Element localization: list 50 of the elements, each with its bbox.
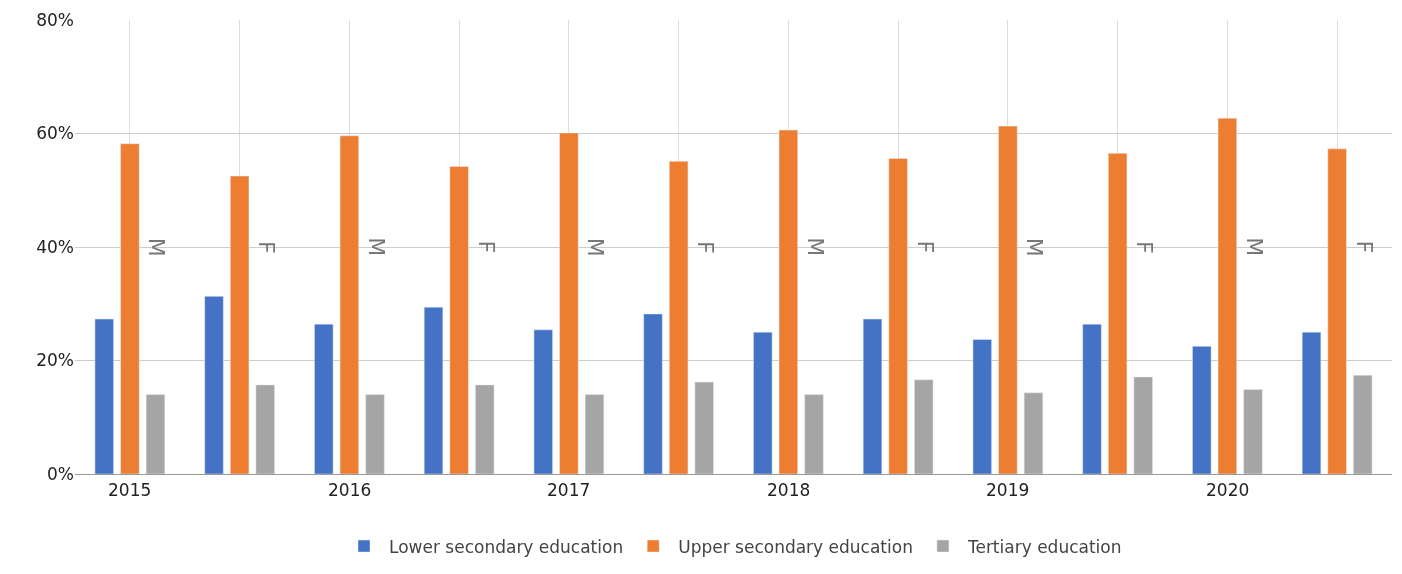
bar <box>1327 148 1347 474</box>
bar <box>862 318 883 474</box>
text: 2017 <box>547 480 591 500</box>
x-tick-label: M <box>1241 237 1267 257</box>
bar <box>423 306 444 474</box>
bar <box>120 143 140 474</box>
x-tick-label: M <box>802 237 828 257</box>
y-tick-label: 60% <box>36 123 74 144</box>
x-tick-label: M <box>144 237 170 257</box>
x-tick-label: F <box>254 240 280 254</box>
bar <box>753 331 773 474</box>
bar <box>1217 117 1237 474</box>
x-tick-label: F <box>1132 240 1158 254</box>
bar <box>204 296 224 474</box>
legend-label: Upper secondary education <box>678 536 913 557</box>
bar <box>888 158 908 474</box>
bar <box>533 329 553 474</box>
bar <box>230 175 250 474</box>
bar <box>643 313 663 474</box>
y-tick-label: 40% <box>36 236 74 257</box>
y-tick-label: 0% <box>47 463 74 484</box>
text: 2015 <box>108 480 152 500</box>
text: 2016 <box>328 480 372 500</box>
bar <box>1108 153 1128 474</box>
bar <box>669 161 689 474</box>
x-tick-label: F <box>473 240 499 254</box>
bar <box>559 132 579 474</box>
bar <box>998 125 1018 474</box>
bar <box>1082 323 1102 474</box>
legend-label: Lower secondary education <box>389 536 624 557</box>
x-tick-label: F <box>693 240 719 254</box>
bar <box>94 318 114 474</box>
bar <box>339 135 359 474</box>
x-tick-label: M <box>583 237 609 257</box>
bar <box>778 129 798 474</box>
x-tick-label: M <box>363 237 389 257</box>
bar <box>1301 331 1322 474</box>
x-tick-label: M <box>1022 237 1048 257</box>
bar <box>1192 346 1212 474</box>
y-tick-label: 80% <box>36 9 74 30</box>
bar <box>449 166 469 474</box>
y-tick-label: 20% <box>36 350 74 371</box>
bar <box>314 323 334 474</box>
text: 2018 <box>767 480 811 500</box>
x-tick-label: F <box>912 240 938 254</box>
text: 2020 <box>1206 480 1250 500</box>
bar <box>972 339 992 474</box>
legend-label: Tertiary education <box>966 536 1122 557</box>
text: 2019 <box>986 480 1030 500</box>
x-tick-label: F <box>1351 240 1377 254</box>
